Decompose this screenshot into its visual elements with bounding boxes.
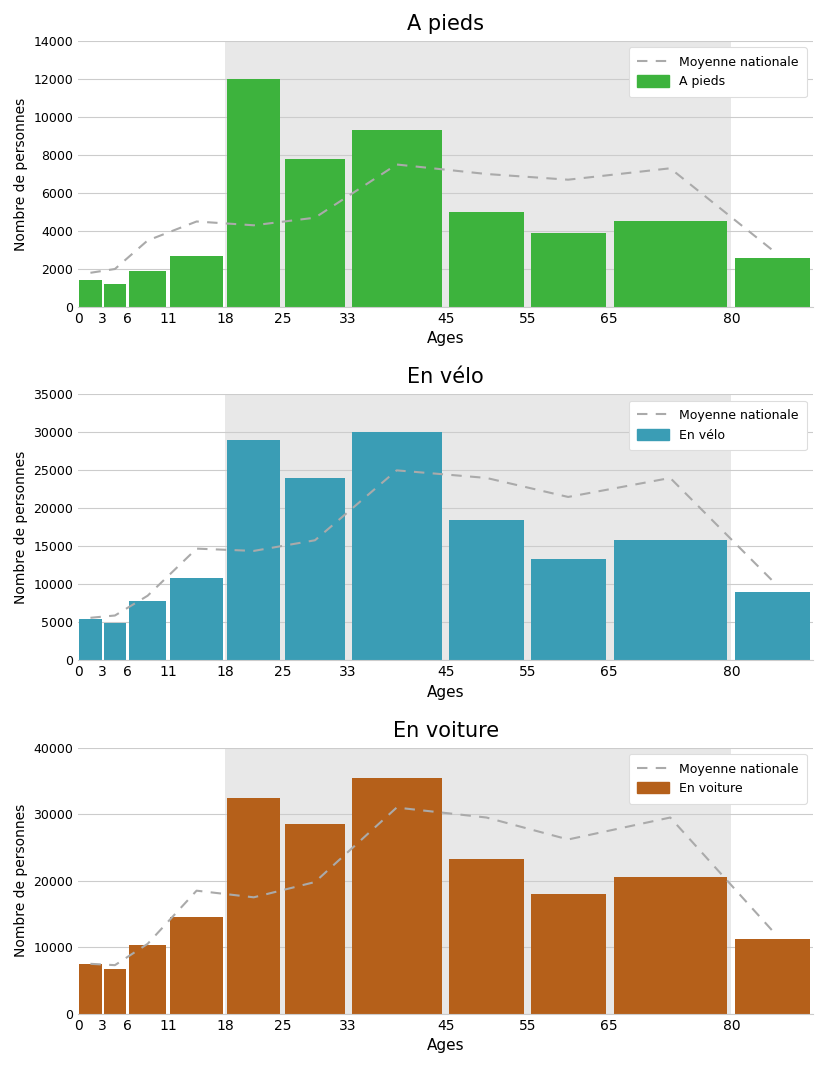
- Bar: [449, 520, 524, 660]
- Bar: [227, 79, 280, 307]
- Bar: [734, 592, 810, 660]
- Bar: [170, 578, 223, 660]
- Y-axis label: Nombre de personnes: Nombre de personnes: [14, 450, 28, 604]
- Bar: [449, 212, 524, 307]
- Bar: [285, 159, 345, 307]
- Y-axis label: Nombre de personnes: Nombre de personnes: [14, 805, 28, 957]
- Bar: [351, 778, 442, 1014]
- X-axis label: Ages: Ages: [427, 685, 465, 700]
- Bar: [531, 894, 605, 1014]
- Bar: [734, 939, 810, 1014]
- Bar: [79, 281, 102, 307]
- Bar: [734, 257, 810, 307]
- Bar: [225, 748, 731, 1014]
- Bar: [227, 797, 280, 1014]
- Bar: [449, 859, 524, 1014]
- X-axis label: Ages: Ages: [427, 1038, 465, 1053]
- Bar: [614, 540, 727, 660]
- Bar: [103, 969, 127, 1014]
- Legend: Moyenne nationale, A pieds: Moyenne nationale, A pieds: [629, 47, 807, 97]
- Bar: [531, 558, 605, 660]
- Bar: [225, 395, 731, 660]
- Bar: [129, 271, 166, 307]
- Legend: Moyenne nationale, En voiture: Moyenne nationale, En voiture: [629, 754, 807, 803]
- Bar: [227, 440, 280, 660]
- Bar: [170, 918, 223, 1014]
- Bar: [614, 222, 727, 307]
- Title: En voiture: En voiture: [393, 720, 499, 740]
- Bar: [285, 478, 345, 660]
- Y-axis label: Nombre de personnes: Nombre de personnes: [14, 97, 28, 251]
- Legend: Moyenne nationale, En vélo: Moyenne nationale, En vélo: [629, 400, 807, 450]
- X-axis label: Ages: Ages: [427, 332, 465, 347]
- Bar: [351, 130, 442, 307]
- Bar: [103, 284, 127, 307]
- Bar: [129, 601, 166, 660]
- Title: A pieds: A pieds: [407, 14, 484, 34]
- Bar: [170, 256, 223, 307]
- Title: En vélo: En vélo: [407, 367, 484, 387]
- Bar: [129, 945, 166, 1014]
- Bar: [103, 623, 127, 660]
- Bar: [225, 41, 731, 307]
- Bar: [351, 432, 442, 660]
- Bar: [614, 877, 727, 1014]
- Bar: [79, 964, 102, 1014]
- Bar: [79, 619, 102, 660]
- Bar: [285, 824, 345, 1014]
- Bar: [531, 233, 605, 307]
